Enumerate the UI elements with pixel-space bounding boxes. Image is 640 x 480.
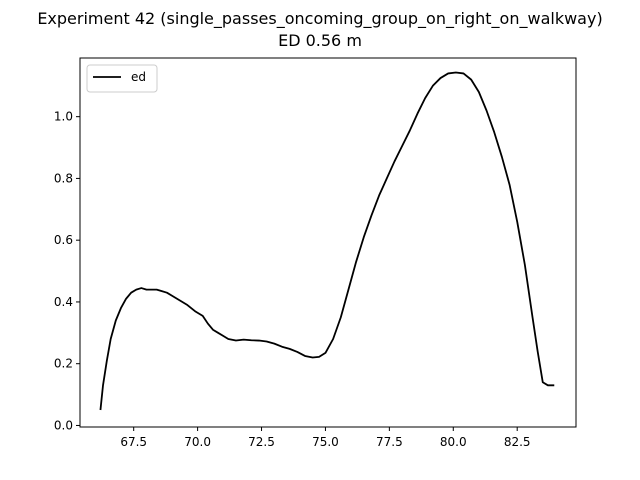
series-line-ed [99, 71, 555, 411]
legend: ed [86, 64, 158, 93]
y-axis: 0.0 0.2 0.4 0.6 0.8 1.0 [54, 110, 80, 432]
y-tick-label: 0.8 [54, 171, 73, 185]
x-tick-label: 72.5 [248, 435, 275, 449]
legend-box [86, 64, 158, 93]
y-tick-label: 0.2 [54, 357, 73, 371]
y-tick-label: 0.6 [54, 233, 73, 247]
chart-title-line-1: Experiment 42 (single_passes_oncoming_gr… [37, 9, 602, 29]
y-tick-label: 0.4 [54, 295, 73, 309]
x-tick-label: 82.5 [504, 435, 531, 449]
x-tick-label: 77.5 [376, 435, 403, 449]
x-tick-label: 75.0 [312, 435, 339, 449]
series-layer [99, 71, 555, 411]
legend-label-ed: ed [131, 70, 146, 84]
y-tick-label: 1.0 [54, 110, 73, 124]
x-tick-label: 67.5 [120, 435, 147, 449]
x-tick-label: 70.0 [184, 435, 211, 449]
chart-title-line-2: ED 0.56 m [278, 31, 362, 50]
x-tick-label: 80.0 [440, 435, 467, 449]
x-axis: 67.5 70.0 72.5 75.0 77.5 80.0 82.5 [120, 427, 531, 449]
y-tick-label: 0.0 [54, 418, 73, 432]
plot-area [79, 57, 577, 428]
